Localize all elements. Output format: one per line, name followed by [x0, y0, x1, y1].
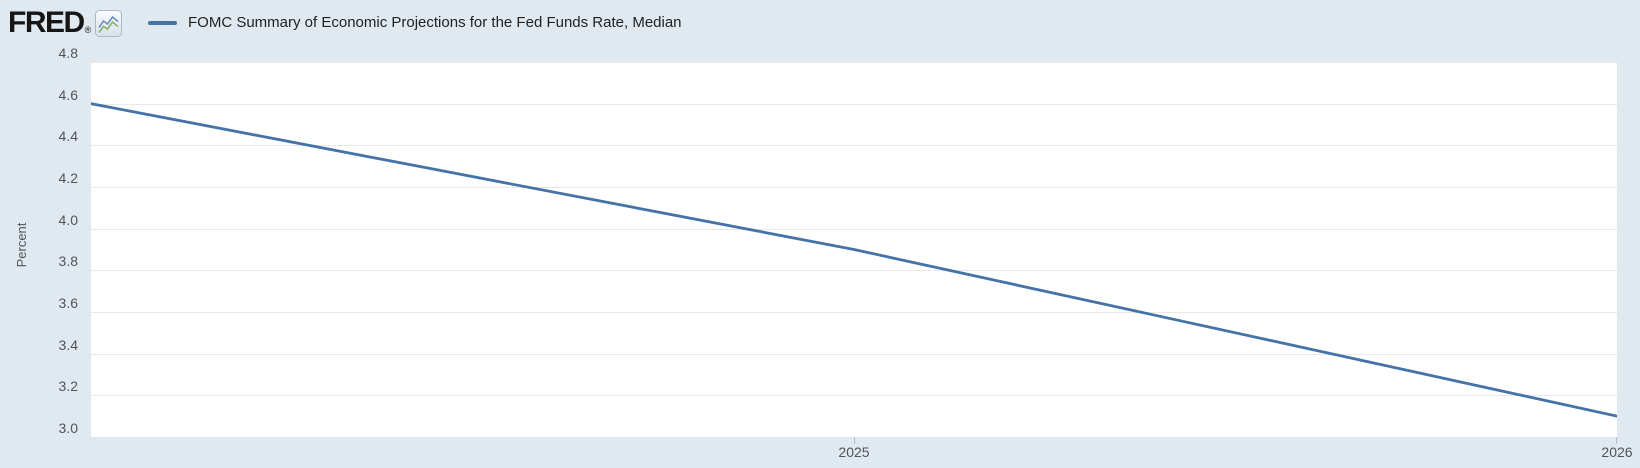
y-axis-tick-label: 3.4 [58, 336, 78, 353]
gridlines [91, 62, 1617, 396]
x-axis-tick-mark [1616, 437, 1617, 444]
series-line [91, 102, 1617, 418]
x-axis-tick-label: 2025 [838, 444, 870, 460]
fred-logo[interactable]: FRED ® [8, 6, 123, 39]
series-title: FOMC Summary of Economic Projections for… [188, 14, 682, 31]
y-axis-tick-label: 3.0 [58, 420, 78, 436]
series-group [91, 102, 1617, 418]
x-axis-tick-label: 2026 [1601, 444, 1633, 460]
fred-logo-text: FRED [8, 6, 85, 39]
y-axis-tick-label: 4.6 [58, 86, 78, 103]
x-axis-tick-mark [854, 437, 855, 444]
plot-area[interactable] [91, 62, 1617, 437]
y-axis-tick-label: 3.6 [58, 295, 78, 311]
registered-trademark-icon: ® [84, 25, 92, 35]
y-axis-tick-label: 4.8 [58, 45, 78, 61]
fred-sparkline-icon [95, 10, 123, 37]
y-axis-tick-label: 4.2 [58, 170, 78, 186]
legend-line-marker [148, 21, 177, 25]
y-axis-tick-label: 3.8 [58, 253, 78, 270]
y-axis: 4.8 4.6 4.4 4.2 4.0 3.8 3.6 3.4 3.2 3.0 [0, 0, 78, 468]
y-axis-tick-label: 4.4 [58, 128, 78, 145]
y-axis-tick-label: 4.0 [58, 211, 78, 228]
y-axis-tick-label: 3.2 [58, 378, 78, 395]
